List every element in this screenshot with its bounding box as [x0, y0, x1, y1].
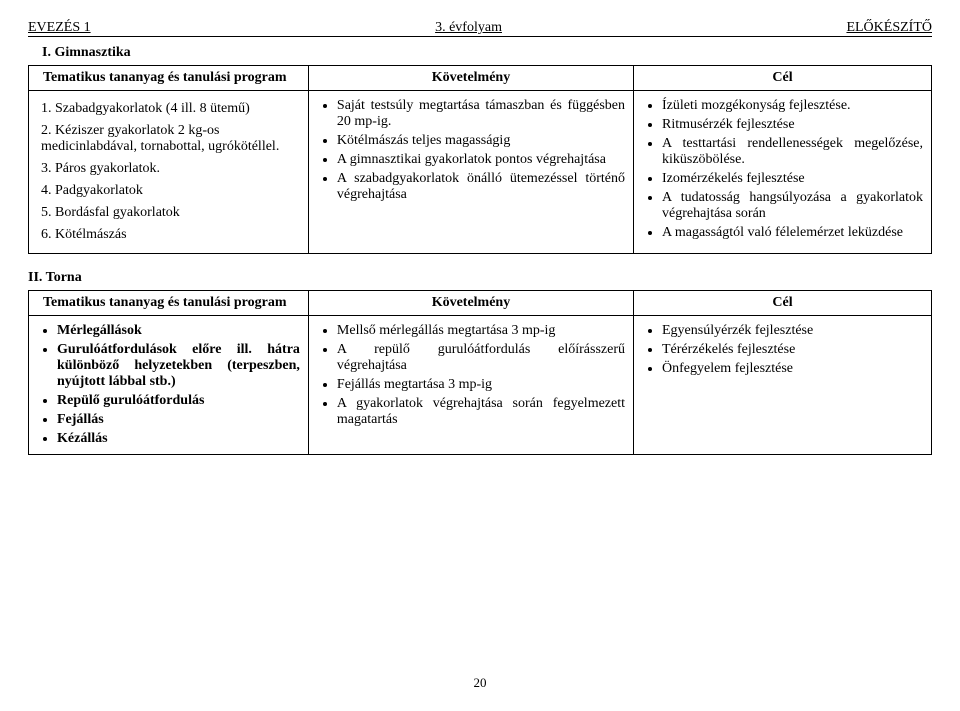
col-header-cel: Cél	[634, 291, 932, 316]
col-header-program: Tematikus tananyag és tanulási program	[29, 66, 309, 91]
col-header-kovetelmeny: Követelmény	[308, 291, 633, 316]
list-item: 1. Szabadgyakorlatok (4 ill. 8 ütemű)	[41, 101, 300, 117]
header-left: EVEZÉS 1	[28, 20, 91, 36]
list-item: Fejállás megtartása 3 mp-ig	[337, 377, 625, 393]
list-item: Mellső mérlegállás megtartása 3 mp-ig	[337, 323, 625, 339]
list-item: Önfegyelem fejlesztése	[662, 361, 923, 377]
list-item: A gimnasztikai gyakorlatok pontos végreh…	[337, 152, 625, 168]
list-item: 6. Kötélmászás	[41, 227, 300, 243]
section-2-title: II. Torna	[28, 270, 932, 286]
page-number: 20	[28, 675, 932, 691]
header-center: 3. évfolyam	[435, 20, 502, 36]
list-item: 5. Bordásfal gyakorlatok	[41, 205, 300, 221]
list-item: A magasságtól való félelemérzet leküzdés…	[662, 225, 923, 241]
list-item: Saját testsúly megtartása támaszban és f…	[337, 98, 625, 130]
list-item: 3. Páros gyakorlatok.	[41, 161, 300, 177]
list-item: Fejállás	[57, 412, 300, 428]
col-header-program: Tematikus tananyag és tanulási program	[29, 291, 309, 316]
list-item: Izomérzékelés fejlesztése	[662, 171, 923, 187]
section-1-title: I. Gimnasztika	[42, 45, 932, 61]
cell-kovetelmeny: Saját testsúly megtartása támaszban és f…	[308, 91, 633, 254]
list-item: Mérlegállások	[57, 323, 300, 339]
table-gimnasztika: Tematikus tananyag és tanulási program K…	[28, 65, 932, 254]
cell-cel: Ízületi mozgékonyság fejlesztése. Ritmus…	[634, 91, 932, 254]
cell-program: Mérlegállások Gurulóátfordulások előre i…	[29, 316, 309, 455]
list-item: Repülő gurulóátfordulás	[57, 393, 300, 409]
table-row: Mérlegállások Gurulóátfordulások előre i…	[29, 316, 932, 455]
cell-kovetelmeny: Mellső mérlegállás megtartása 3 mp-ig A …	[308, 316, 633, 455]
table-row: Tematikus tananyag és tanulási program K…	[29, 66, 932, 91]
list-item: A testtartási rendellenességek megelőzés…	[662, 136, 923, 168]
header-right: ELŐKÉSZÍTŐ	[846, 20, 932, 36]
list-item: Ritmusérzék fejlesztése	[662, 117, 923, 133]
list-item: Kézállás	[57, 431, 300, 447]
list-item: 2. Kéziszer gyakorlatok 2 kg-os medicinl…	[41, 123, 300, 155]
cell-cel: Egyensúlyérzék fejlesztése Térérzékelés …	[634, 316, 932, 455]
list-item: A szabadgyakorlatok önálló ütemezéssel t…	[337, 171, 625, 203]
list-item: 4. Padgyakorlatok	[41, 183, 300, 199]
page-header: EVEZÉS 1 3. évfolyam ELŐKÉSZÍTŐ	[28, 20, 932, 37]
list-item: Gurulóátfordulások előre ill. hátra külö…	[57, 342, 300, 390]
list-item: Egyensúlyérzék fejlesztése	[662, 323, 923, 339]
table-torna: Tematikus tananyag és tanulási program K…	[28, 290, 932, 455]
table-row: Tematikus tananyag és tanulási program K…	[29, 291, 932, 316]
list-item: A tudatosság hangsúlyozása a gyakorlatok…	[662, 190, 923, 222]
table-row: 1. Szabadgyakorlatok (4 ill. 8 ütemű) 2.…	[29, 91, 932, 254]
col-header-cel: Cél	[634, 66, 932, 91]
list-item: Térérzékelés fejlesztése	[662, 342, 923, 358]
cell-program: 1. Szabadgyakorlatok (4 ill. 8 ütemű) 2.…	[29, 91, 309, 254]
list-item: A gyakorlatok végrehajtása során fegyelm…	[337, 396, 625, 428]
list-item: Ízületi mozgékonyság fejlesztése.	[662, 98, 923, 114]
list-item: Kötélmászás teljes magasságig	[337, 133, 625, 149]
list-item: A repülő gurulóátfordulás előírásszerű v…	[337, 342, 625, 374]
col-header-kovetelmeny: Követelmény	[308, 66, 633, 91]
